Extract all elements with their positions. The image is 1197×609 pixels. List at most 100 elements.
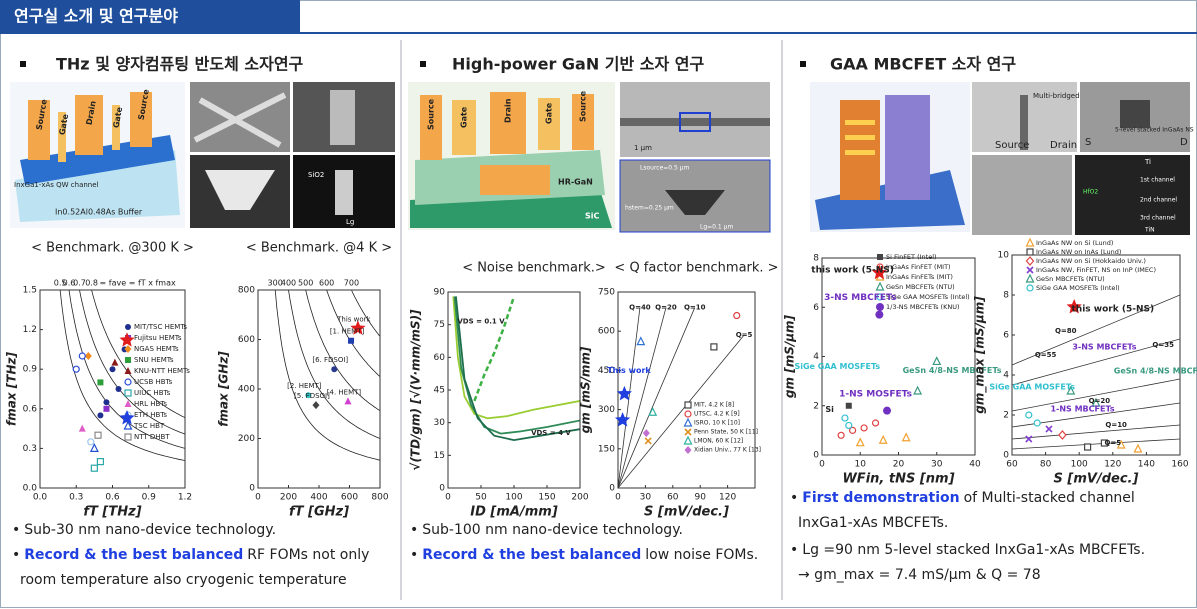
figure-label: SiC <box>585 212 600 221</box>
data-point <box>348 338 354 344</box>
y-tick-label: 0.0 <box>23 484 38 494</box>
x-axis-label: S [mV/dec.] <box>644 505 729 520</box>
data-point <box>873 420 879 426</box>
bullet-text: • <box>790 490 798 506</box>
y-tick-label: 0 <box>249 484 255 494</box>
figure-label: 1st channel <box>1140 177 1175 184</box>
annotation: Q=5 <box>1104 439 1121 447</box>
figure-label: SiO2 <box>308 171 324 179</box>
bullet-text: • <box>12 522 20 538</box>
annotation: GeSn 4/8-NS MBCFETs <box>1114 367 1197 376</box>
bullet-text: Lg =90 nm 5-level stacked InxGa1-xAs MBC… <box>802 542 1145 558</box>
x-tick-label: 0 <box>819 460 825 470</box>
y-tick-label: 15 <box>434 451 445 461</box>
x-tick-label: 160 <box>1171 460 1188 470</box>
x-tick-label: 100 <box>1071 460 1088 470</box>
annotation: Q=5 <box>736 331 753 339</box>
bullet-line: •Sub-30 nm nano-device technology. <box>12 522 276 538</box>
y-tick-label: 10 <box>998 251 1010 261</box>
y-tick-label: 2 <box>1003 411 1009 421</box>
bullet-text: • <box>410 547 418 563</box>
figure-label: Source <box>579 90 588 122</box>
legend-label: SiGe GAA MOSFETs (Intel) <box>886 293 970 301</box>
figure-label: InxGa1-xAs QW channel <box>14 181 99 189</box>
x-tick-label: 100 <box>505 493 522 503</box>
figure-label: In0.52Al0.48As Buffer <box>55 208 143 217</box>
x-axis-label: S [mV/dec.] <box>1054 472 1139 487</box>
x-tick-label: 10 <box>855 460 867 470</box>
figure-label: TiN <box>1144 227 1155 234</box>
bullet-line: InxGa1-xAs MBCFETs. <box>798 515 948 531</box>
data-point <box>97 379 103 385</box>
figure-label: Source <box>427 98 436 130</box>
data-point <box>846 403 852 409</box>
data-point <box>846 422 852 428</box>
legend-label: InGaAs NW, FinFET, NS on InP (IMEC) <box>1036 266 1156 274</box>
legend-label: MIT, 4.2 K [8] <box>694 402 734 409</box>
y-tick-label: 45 <box>434 386 445 396</box>
contour-label: 700 <box>344 279 359 288</box>
y-tick-label: 0 <box>813 451 819 461</box>
annotation: Q=10 <box>684 304 706 312</box>
x-tick-label: 60 <box>667 493 679 503</box>
point-label: [2. HEMT] <box>287 382 322 390</box>
figure-label: Lg <box>346 218 354 226</box>
y-tick-label: 200 <box>238 434 255 444</box>
x-tick-label: 0 <box>615 493 621 503</box>
annotation: Q=55 <box>1035 351 1057 359</box>
bullet-line: room temperature also cryogenic temperat… <box>20 572 347 588</box>
x-tick-label: 150 <box>538 493 555 503</box>
data-point <box>331 366 337 372</box>
x-tick-label: 40 <box>969 460 981 470</box>
x-tick-label: 200 <box>280 493 297 503</box>
contour-label: 0.8 <box>85 279 98 288</box>
data-point <box>110 366 116 372</box>
annotation: Q=35 <box>1152 341 1174 349</box>
bullet-line: → gm_max = 7.4 mS/μm & Q = 78 <box>798 567 1041 583</box>
contour-label: 0.7 <box>73 279 86 288</box>
y-tick-label: 60 <box>434 353 446 363</box>
y-tick-label: 0.3 <box>23 444 37 454</box>
sem-images: Source Drain Multi-bridged-channel S D 5… <box>972 82 1194 235</box>
x-tick-label: 200 <box>571 493 588 503</box>
chart-title: < Noise benchmark.> <box>462 261 606 276</box>
heading-marker <box>20 61 26 67</box>
legend-label: LMON, 60 K [12] <box>694 438 743 445</box>
legend-label: ETH HBTs <box>134 411 167 419</box>
x-tick-label: 90 <box>694 493 706 503</box>
x-tick-label: 600 <box>341 493 358 503</box>
x-tick-label: 20 <box>893 460 905 470</box>
figure-label: 2nd channel <box>1140 197 1177 204</box>
data-point <box>125 379 131 385</box>
data-point <box>842 415 848 421</box>
data-point <box>91 465 97 471</box>
y-tick-label: 800 <box>238 286 255 296</box>
legend-label: 1/3-NS MBCFETs (KNU) <box>886 303 960 311</box>
annotation: this work (5-NS) <box>1072 305 1155 315</box>
sem-images: 1 μm Lsource=0.5 μm Lg=0.1 μm hstem=0.25… <box>620 82 770 232</box>
legend-label: Fujitsu HEMTs <box>134 334 182 342</box>
x-tick-label: 800 <box>371 493 388 503</box>
legend-label: UTSC, 4.2 K [9] <box>694 411 740 418</box>
figure-label: Ti <box>1144 158 1151 166</box>
legend-label: UIUC HBTs <box>134 389 171 397</box>
legend-label: InGaAs NW on Si (Lund) <box>1036 239 1113 247</box>
data-point <box>1034 420 1040 426</box>
data-point <box>116 386 122 392</box>
data-point <box>1027 249 1033 255</box>
y-tick-label: 8 <box>1003 291 1009 301</box>
x-axis-label: WFin, tNS [nm] <box>842 472 954 487</box>
y-tick-label: 600 <box>238 335 255 345</box>
y-axis-label: fmax [GHz] <box>217 351 231 427</box>
x-tick-label: 0.0 <box>33 493 48 503</box>
y-tick-label: 1.2 <box>23 325 37 335</box>
contour-label: 400 <box>281 279 296 288</box>
annotation: VDS = 0.1 V <box>457 317 505 325</box>
data-point <box>685 402 691 408</box>
heading: High-power GaN 기반 소자 연구 <box>452 55 705 74</box>
data-point <box>103 406 109 412</box>
device-illustration: Source Gate Drain Gate Source HR-GaN SiC <box>408 82 615 230</box>
heading: THz 및 양자컴퓨팅 반도체 소자연구 <box>56 55 304 74</box>
y-tick-label: 4 <box>813 352 819 362</box>
annotation: 3-NS MBCFETs <box>824 293 896 303</box>
